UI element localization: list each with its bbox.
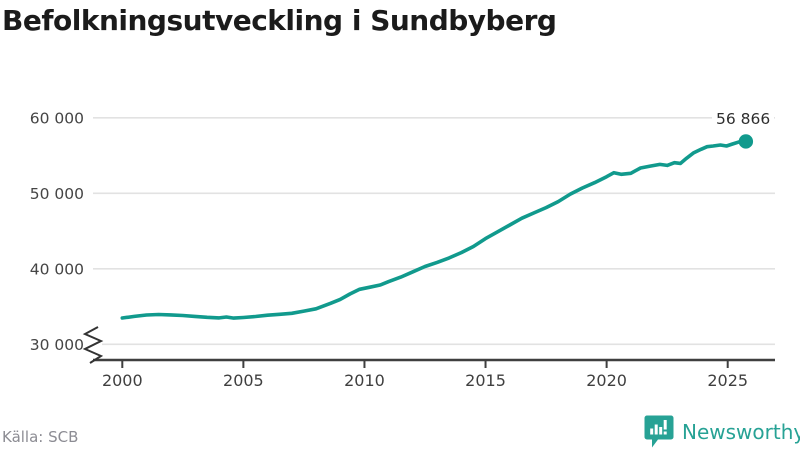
x-axis-tick-label: 2000 [102,371,143,390]
newsworthy-wordmark: Newsworthy [682,419,800,444]
y-axis-tick-label: 40 000 [30,260,84,278]
page-title: Befolkningsutveckling i Sundbyberg [2,4,557,37]
latest-value-label: 56 866 [712,109,775,129]
newsworthy-logo: Newsworthy [644,415,800,448]
population-line-series [120,139,748,320]
x-axis-tick-label: 2015 [465,371,506,390]
axis-break-symbol [82,326,104,364]
x-axis-tick-label: 2005 [223,371,264,390]
y-axis-tick-label: 30 000 [30,336,84,354]
newsworthy-chart-bubble-icon [644,415,674,448]
x-axis-tick-label: 2010 [344,371,385,390]
source-note: Källa: SCB [2,428,79,446]
y-axis-tick-label: 50 000 [30,185,84,203]
latest-value-marker [738,134,754,149]
x-axis-tick-label: 2020 [586,371,627,390]
y-axis-tick-label: 60 000 [30,109,84,127]
x-axis-tick-label: 2025 [707,371,748,390]
